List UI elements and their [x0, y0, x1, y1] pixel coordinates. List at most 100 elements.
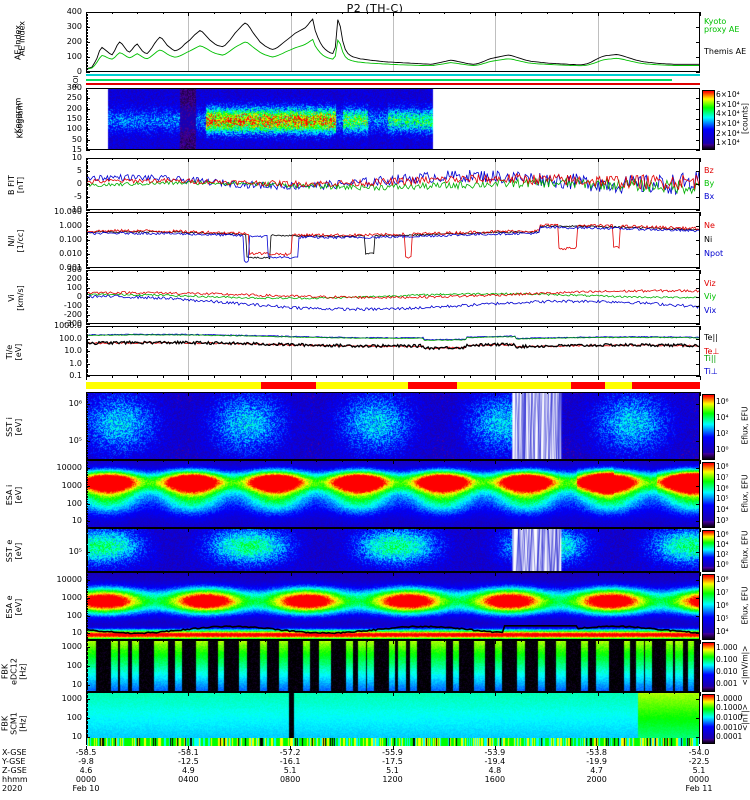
ytick-minor: [86, 716, 88, 718]
colorbar-tick: 0.0001: [716, 732, 743, 742]
axis-value-xgse: -53.8: [586, 748, 607, 757]
right-label-kyoto2: proxy AE: [704, 25, 740, 34]
xtick: [546, 212, 548, 214]
sst-ion-colorbar: [702, 394, 715, 460]
ytick-minor: [86, 466, 88, 468]
ytick-minor: [86, 336, 88, 337]
ytick-minor: [86, 46, 88, 48]
xtick: [572, 640, 574, 642]
ytick-minor: [86, 16, 88, 18]
ytick-minor: [86, 207, 88, 209]
ytick-minor: [86, 353, 88, 355]
state-segment: [260, 382, 317, 389]
ytick: [696, 597, 700, 599]
ytick: [696, 279, 700, 280]
ytick-minor: [86, 259, 88, 261]
ytick-minor: [86, 95, 88, 97]
xtick: [393, 640, 394, 644]
xtick: [674, 528, 676, 530]
ytick-minor: [86, 270, 88, 271]
ytick-label: 0.100: [59, 235, 82, 244]
b-fit-plot: [87, 170, 699, 196]
right-label-tiperp: Ti⊥: [704, 367, 718, 376]
ytick-minor: [86, 318, 88, 320]
axis-value-zgse: 4.6: [79, 766, 93, 775]
ytick-minor: [86, 542, 88, 544]
ytick-minor: [86, 297, 88, 298]
ytick-minor: [86, 663, 88, 665]
keogram-image: [87, 89, 699, 149]
ytick: [86, 119, 90, 120]
xtick: [648, 572, 650, 574]
ytick-minor: [86, 412, 88, 414]
xtick: [316, 12, 318, 14]
axis-row-label: 2020: [2, 784, 23, 793]
ytick-minor: [86, 531, 88, 533]
ytick: [86, 297, 90, 298]
gridline: [393, 212, 394, 268]
ytick-minor: [86, 633, 88, 635]
ytick-minor: [86, 367, 88, 369]
xtick: [316, 572, 318, 574]
ytick: [696, 288, 700, 289]
ytick-minor: [86, 718, 88, 719]
ytick-label: 0: [76, 292, 82, 301]
ytick-minor: [86, 143, 88, 145]
xtick: [495, 376, 497, 380]
ytick-minor: [86, 424, 88, 426]
ytick-label: 150: [66, 114, 82, 123]
ytick-minor: [86, 654, 88, 656]
ytick-minor: [86, 480, 88, 482]
ytick: [86, 197, 90, 198]
ytick-minor: [86, 721, 88, 723]
ytick-minor: [86, 356, 88, 357]
axis-tick: [494, 746, 496, 750]
xtick: [341, 392, 343, 394]
ytick: [86, 212, 90, 213]
ytick-minor: [86, 172, 88, 174]
ytick-label: 300: [66, 22, 82, 31]
xtick: [393, 326, 394, 330]
ytick-minor: [86, 210, 88, 211]
xtick: [213, 158, 215, 160]
xtick: [572, 326, 574, 328]
xtick: [648, 158, 650, 160]
xtick: [188, 392, 190, 396]
ae-index-plot: [87, 18, 699, 70]
ytick-minor: [86, 198, 88, 200]
ytick-minor: [86, 351, 88, 352]
ytick-label: 0: [76, 67, 82, 76]
ytick-minor: [86, 454, 88, 456]
ytick-minor: [86, 91, 88, 93]
ytick-minor: [86, 720, 88, 722]
ytick-minor: [86, 649, 88, 651]
ytick-minor: [86, 286, 88, 288]
ytick-minor: [86, 341, 88, 342]
ytick: [696, 718, 700, 719]
ytick-minor: [86, 714, 88, 716]
ytick-label: 300: [66, 83, 82, 92]
ytick: [86, 376, 90, 377]
right-label-tipar: Ti||: [704, 354, 717, 363]
esa-ion-colorbar: [702, 462, 715, 528]
xtick: [393, 158, 394, 162]
ytick-minor: [86, 52, 88, 54]
ytick-minor: [86, 12, 88, 13]
ytick-minor: [86, 266, 88, 268]
ytick-minor: [86, 261, 88, 262]
ytick-minor: [86, 251, 88, 253]
ytick-minor: [86, 357, 88, 359]
ytick-minor: [86, 298, 88, 300]
ytick-minor: [86, 660, 88, 662]
ytick: [696, 158, 700, 159]
ytick: [86, 158, 90, 159]
xtick: [162, 326, 164, 328]
ytick-minor: [86, 490, 88, 492]
ytick-label: 1.000: [59, 221, 82, 230]
ytick-minor: [86, 552, 88, 554]
ytick-minor: [86, 550, 88, 551]
ytick-label: 10⁵: [68, 547, 82, 557]
ytick-minor: [86, 499, 88, 501]
xtick: [546, 392, 548, 394]
xtick: [239, 640, 241, 642]
